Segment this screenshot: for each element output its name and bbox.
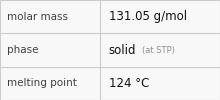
Text: solid: solid	[109, 44, 136, 56]
Text: melting point: melting point	[7, 78, 77, 88]
Text: (at STP): (at STP)	[142, 46, 175, 54]
Text: molar mass: molar mass	[7, 12, 68, 22]
Bar	[0, 0, 220, 33]
Bar	[0, 33, 220, 67]
Text: 131.05 g/mol: 131.05 g/mol	[109, 10, 187, 23]
Text: 124 °C: 124 °C	[109, 77, 149, 90]
Text: phase: phase	[7, 45, 38, 55]
Bar	[0, 67, 220, 100]
